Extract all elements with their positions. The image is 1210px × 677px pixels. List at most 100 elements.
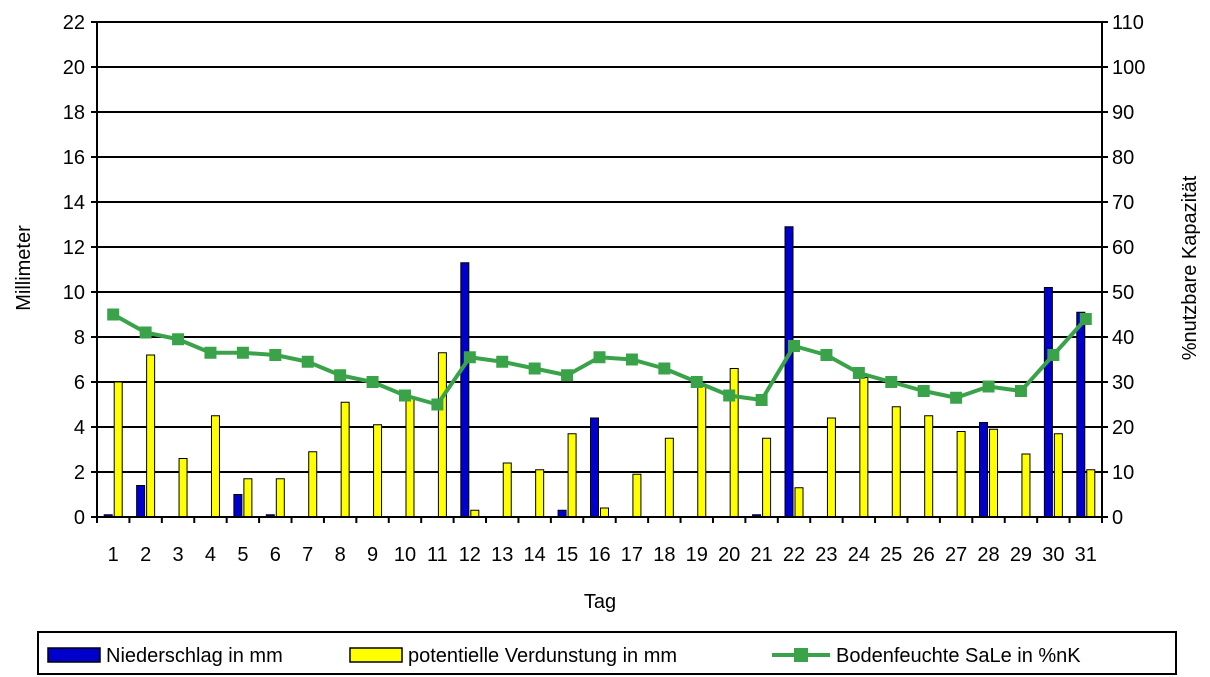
- bar-niederschlag: [136, 485, 146, 518]
- y2-tick-label: 90: [1112, 102, 1134, 124]
- bar-verdunstung: [113, 381, 123, 518]
- x-axis-title: Tag: [584, 591, 616, 613]
- marker-bodenfeuchte: [496, 355, 509, 368]
- x-tick-label: 16: [588, 544, 610, 566]
- y-tick-label: 18: [63, 102, 85, 124]
- bar-verdunstung: [989, 428, 999, 518]
- x-tick-label: 12: [459, 544, 481, 566]
- marker-bodenfeuchte: [139, 326, 152, 339]
- legend-label-verdunstung: potentielle Verdunstung in mm: [408, 645, 677, 667]
- bar-verdunstung: [664, 437, 674, 518]
- bar-verdunstung: [1053, 433, 1063, 518]
- bar-verdunstung: [535, 469, 545, 518]
- marker-bodenfeuchte: [723, 389, 736, 402]
- x-tick-label: 21: [750, 544, 772, 566]
- y2-tick-label: 80: [1112, 147, 1134, 169]
- marker-bodenfeuchte: [690, 376, 703, 388]
- x-tick-label: 14: [524, 544, 546, 566]
- x-tick-label: 6: [270, 544, 281, 566]
- bar-verdunstung: [632, 473, 642, 518]
- marker-bodenfeuchte: [820, 349, 833, 361]
- right-axis-ticks: 0 10 20 30 40 50 60 70 80 90 100 110: [1112, 12, 1145, 529]
- line-layer: [107, 308, 1092, 411]
- marker-bodenfeuchte: [463, 351, 476, 364]
- x-axis-ticks: 1 2 3 4 5 6 7 8 9 10 11 12 13 14 15 16 17 18 19 20 21 22 23 24 2…: [108, 544, 1097, 566]
- bar-verdunstung: [437, 352, 447, 518]
- x-tick-label: 30: [1042, 544, 1064, 566]
- x-tick-label: 1: [108, 544, 119, 566]
- x-tick-label: 25: [880, 544, 902, 566]
- marker-bodenfeuchte: [431, 398, 444, 411]
- x-tick-label: 24: [848, 544, 870, 566]
- y2-tick-label: 60: [1112, 237, 1134, 259]
- bar-niederschlag: [233, 494, 243, 518]
- bar-verdunstung: [275, 478, 285, 518]
- x-tick-label: 10: [394, 544, 416, 566]
- x-tick-label: 18: [653, 544, 675, 566]
- bar-verdunstung: [794, 487, 804, 518]
- marker-bodenfeuchte: [755, 394, 768, 406]
- y-tick-label: 10: [63, 282, 85, 304]
- x-tick-label: 3: [172, 544, 183, 566]
- marker-bodenfeuchte: [561, 369, 574, 382]
- y-tick-label: 0: [74, 507, 85, 529]
- axes: [91, 21, 1108, 523]
- x-tick-label: 9: [367, 544, 378, 566]
- legend-swatch-niederschlag: [47, 647, 101, 663]
- marker-bodenfeuchte: [982, 380, 995, 393]
- bar-verdunstung: [859, 377, 869, 518]
- marker-bodenfeuchte: [366, 376, 379, 388]
- legend-marker-bodenfeuchte: [794, 648, 808, 662]
- bar-verdunstung: [567, 433, 577, 518]
- legend: Niederschlag in mm potentielle Verdunstu…: [37, 631, 1177, 675]
- x-tick-label: 26: [913, 544, 935, 566]
- y2-tick-label: 110: [1112, 12, 1144, 34]
- marker-bodenfeuchte: [528, 362, 541, 375]
- grid-lines: [97, 21, 1102, 473]
- y2-tick-label: 50: [1112, 282, 1134, 304]
- bar-verdunstung: [600, 507, 609, 518]
- x-tick-label: 31: [1075, 544, 1097, 566]
- marker-bodenfeuchte: [852, 367, 865, 379]
- x-tick-label: 23: [815, 544, 837, 566]
- bar-niederschlag: [460, 262, 470, 518]
- bar-verdunstung: [891, 406, 901, 518]
- marker-bodenfeuchte: [269, 349, 282, 361]
- bar-niederschlag: [1043, 287, 1053, 518]
- marker-bodenfeuchte: [1047, 349, 1060, 361]
- x-tick-label: 20: [718, 544, 740, 566]
- x-tick-label: 22: [783, 544, 805, 566]
- marker-bodenfeuchte: [334, 369, 347, 382]
- bar-verdunstung: [243, 478, 253, 518]
- x-tick-label: 2: [140, 544, 151, 566]
- y-tick-label: 6: [74, 372, 85, 394]
- bar-verdunstung: [1086, 469, 1096, 518]
- x-tick-label: 8: [335, 544, 346, 566]
- marker-bodenfeuchte: [1079, 313, 1092, 325]
- marker-bodenfeuchte: [593, 351, 606, 364]
- bar-verdunstung: [405, 397, 415, 518]
- x-tick-label: 29: [1010, 544, 1032, 566]
- bar-verdunstung: [340, 401, 350, 518]
- bars-layer: [103, 226, 1096, 518]
- y-axis-title: Millimeter: [13, 225, 35, 311]
- bar-verdunstung: [373, 424, 383, 518]
- y-tick-label: 22: [63, 12, 85, 34]
- y-tick-label: 14: [63, 192, 85, 214]
- bar-verdunstung: [146, 354, 156, 518]
- x-tick-label: 4: [205, 544, 216, 566]
- bar-niederschlag: [590, 417, 599, 518]
- y-tick-label: 4: [74, 417, 85, 439]
- marker-bodenfeuchte: [788, 340, 801, 352]
- y2-tick-label: 100: [1112, 57, 1145, 79]
- x-tick-label: 27: [945, 544, 967, 566]
- y2-tick-label: 0: [1112, 507, 1123, 529]
- y-tick-label: 8: [74, 327, 85, 349]
- x-tick-label: 5: [237, 544, 248, 566]
- legend-box: [37, 631, 1177, 675]
- y2-axis-title: %nutzbare Kapazität: [1179, 175, 1201, 360]
- legend-label-niederschlag: Niederschlag in mm: [106, 645, 283, 667]
- y-tick-label: 20: [63, 57, 85, 79]
- bar-verdunstung: [502, 462, 512, 518]
